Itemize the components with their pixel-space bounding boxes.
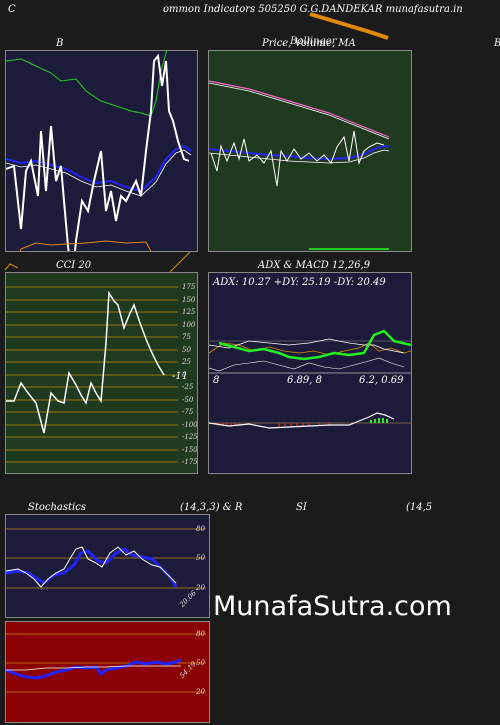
macd-chart (209, 412, 395, 429)
cci-chart (6, 286, 178, 463)
rsi-tick: 80 (196, 630, 205, 638)
rsi-panel: 80 50 20 54.19 (5, 621, 210, 723)
price-panel (208, 50, 412, 252)
bollinger-chart (6, 51, 192, 251)
cci-tick: -50 (182, 396, 194, 404)
cci-tick: 25 (182, 358, 191, 366)
macd-mid: 6.89, 8 (287, 375, 322, 386)
cci-tick: 50 (182, 346, 191, 354)
stochastics-label: Stochastics (28, 502, 86, 513)
cci-last-value: -11 (172, 371, 189, 382)
cci-tick: -150 (182, 446, 198, 454)
price-label: Price, Volume, MA (262, 38, 356, 49)
adx-chart (209, 329, 411, 424)
macd-right: 6.2, 0.69 (359, 375, 404, 386)
stochastics-params: (14,3,3) & R (180, 502, 243, 513)
cci-tick: -75 (182, 408, 194, 416)
rsi-chart (6, 633, 206, 693)
cci-tick: -100 (182, 421, 198, 429)
price-edge-letter: B (494, 38, 500, 49)
rsi-tick: 20 (196, 688, 205, 696)
cci-panel: 175 150 125 100 75 50 25 0 -25 -50 -75 -… (5, 272, 198, 474)
cci-tick: -125 (182, 433, 198, 441)
cci-tick: 75 (182, 333, 191, 341)
price-label-overlap: Bollinger (290, 36, 337, 47)
adx-label: ADX & MACD 12,26,9 (258, 260, 371, 271)
page-title: ommon Indicators 505250 G.G.DANDEKAR mun… (163, 4, 463, 15)
cci-tick: 0 (182, 371, 187, 379)
bollinger-panel (5, 50, 198, 252)
stochastics-chart (6, 528, 206, 589)
cci-tick: 100 (182, 321, 196, 329)
header-orange-line (309, 12, 389, 40)
adx-values: ADX: 10.27 +DY: 25.19 -DY: 20.49 (213, 277, 386, 288)
macd-left: 8 (213, 375, 220, 386)
cci-tick: -175 (182, 458, 198, 466)
rsi-params: (14,5 (406, 502, 433, 513)
stochastics-panel: 80 50 20 20.06 (5, 514, 210, 618)
price-chart (209, 80, 390, 250)
cci-tick: 175 (182, 283, 196, 291)
stochastics-tick: 20 (196, 584, 205, 592)
stochastics-tick: 80 (196, 525, 205, 533)
header-letter: C (8, 4, 16, 15)
rsi-tick: 50 (196, 659, 205, 667)
cci-tick: 150 (182, 296, 196, 304)
adx-panel: ADX: 10.27 +DY: 25.19 -DY: 20.49 8 6.89,… (208, 272, 412, 474)
cci-label: CCI 20 (56, 260, 92, 271)
rsi-label: SI (296, 502, 307, 513)
watermark-brand: MunafaSutra.com (213, 591, 452, 622)
bollinger-label: B (56, 38, 64, 49)
cci-tick: 125 (182, 308, 196, 316)
cci-tick: -25 (182, 383, 194, 391)
stochastics-tick: 50 (196, 554, 205, 562)
